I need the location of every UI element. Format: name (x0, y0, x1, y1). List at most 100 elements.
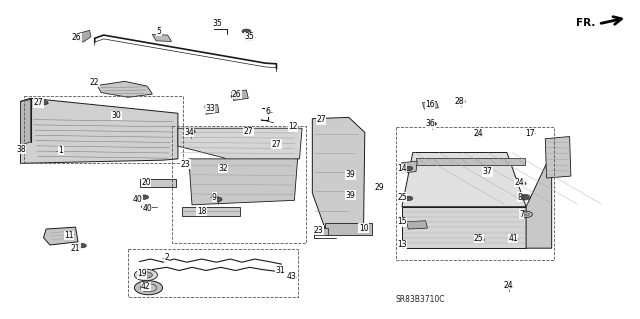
Polygon shape (545, 137, 571, 178)
Text: 42: 42 (141, 282, 151, 291)
Text: SR83B3710C: SR83B3710C (396, 295, 445, 304)
Polygon shape (325, 223, 372, 235)
Polygon shape (182, 207, 240, 216)
Circle shape (517, 181, 526, 186)
Polygon shape (232, 90, 248, 100)
Text: 32: 32 (218, 164, 228, 173)
Circle shape (474, 132, 483, 137)
Bar (128, 249, 298, 297)
Circle shape (140, 195, 148, 199)
Text: 22: 22 (90, 78, 99, 87)
Polygon shape (189, 159, 298, 205)
Text: 21: 21 (71, 244, 80, 253)
Circle shape (231, 94, 240, 99)
Text: 25: 25 (397, 193, 407, 202)
Text: 29: 29 (374, 183, 384, 192)
Text: 26: 26 (232, 90, 242, 99)
Text: 18: 18 (197, 207, 206, 216)
Text: 1: 1 (58, 146, 63, 155)
Polygon shape (205, 105, 219, 114)
Text: 27: 27 (316, 115, 326, 124)
Circle shape (520, 195, 529, 199)
Polygon shape (402, 152, 526, 207)
Circle shape (39, 100, 48, 105)
Text: 39: 39 (346, 191, 356, 200)
Text: 6: 6 (265, 107, 270, 116)
Circle shape (134, 281, 163, 295)
Polygon shape (312, 117, 365, 232)
Polygon shape (152, 34, 172, 41)
Text: 35: 35 (244, 32, 255, 41)
Text: 27: 27 (243, 127, 253, 136)
Text: 27: 27 (271, 140, 282, 149)
Text: 41: 41 (508, 234, 518, 243)
Polygon shape (402, 207, 526, 248)
Text: 12: 12 (289, 122, 298, 131)
Text: 5: 5 (156, 27, 161, 36)
Bar (396, 127, 554, 260)
Text: 23: 23 (180, 160, 191, 169)
Text: 8: 8 (517, 193, 522, 202)
Text: 17: 17 (525, 129, 535, 138)
Text: 40: 40 (132, 195, 143, 204)
Circle shape (242, 29, 251, 33)
Text: 33: 33 (205, 104, 215, 113)
Text: 36: 36 (425, 119, 435, 128)
Circle shape (404, 196, 413, 201)
Text: 35: 35 (212, 19, 223, 28)
Polygon shape (97, 81, 152, 97)
Circle shape (509, 238, 518, 242)
Text: 27: 27 (33, 98, 44, 107)
Bar (24, 96, 183, 163)
Text: 20: 20 (141, 178, 151, 187)
Circle shape (404, 166, 413, 171)
Text: 2: 2 (164, 253, 169, 262)
Text: 28: 28 (455, 97, 464, 106)
Text: FR.: FR. (576, 18, 595, 28)
Polygon shape (20, 98, 178, 163)
Text: 37: 37 (483, 167, 493, 176)
Text: 24: 24 (504, 281, 514, 290)
Text: 9: 9 (212, 193, 217, 202)
Text: 39: 39 (346, 170, 356, 179)
Circle shape (504, 284, 513, 289)
Text: 40: 40 (142, 204, 152, 213)
Circle shape (140, 272, 152, 278)
Circle shape (186, 129, 195, 134)
Polygon shape (422, 101, 438, 109)
Text: 11: 11 (65, 231, 74, 240)
Text: 16: 16 (425, 100, 435, 109)
Polygon shape (416, 158, 525, 165)
Circle shape (134, 269, 157, 281)
Circle shape (213, 197, 222, 202)
Text: 15: 15 (397, 217, 407, 226)
Text: 43: 43 (286, 272, 296, 281)
Text: 14: 14 (397, 164, 407, 173)
Text: 38: 38 (16, 145, 26, 154)
Text: 26: 26 (72, 33, 82, 42)
Text: 10: 10 (358, 224, 369, 233)
Polygon shape (140, 179, 176, 187)
Text: 25: 25 (474, 234, 484, 243)
Text: 34: 34 (184, 128, 194, 137)
Text: 7: 7 (519, 210, 524, 219)
Text: 24: 24 (474, 129, 484, 138)
Polygon shape (76, 30, 91, 42)
Text: 30: 30 (111, 111, 122, 120)
Text: 23: 23 (314, 226, 324, 235)
Text: 24: 24 (515, 178, 525, 187)
Circle shape (428, 122, 436, 126)
Text: 13: 13 (397, 241, 407, 249)
Circle shape (141, 204, 150, 209)
Circle shape (476, 238, 484, 242)
Polygon shape (178, 128, 302, 165)
Polygon shape (244, 33, 253, 41)
Polygon shape (44, 227, 78, 245)
Polygon shape (402, 161, 417, 173)
Text: 31: 31 (275, 266, 285, 275)
Circle shape (77, 243, 86, 248)
Polygon shape (406, 221, 428, 229)
Polygon shape (526, 152, 552, 248)
Polygon shape (20, 98, 31, 145)
Circle shape (520, 211, 532, 218)
